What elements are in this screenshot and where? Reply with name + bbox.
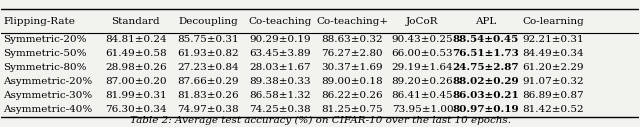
- Text: Symmetric-80%: Symmetric-80%: [3, 63, 87, 72]
- Text: 81.83±0.26: 81.83±0.26: [177, 91, 239, 100]
- Text: 85.75±0.31: 85.75±0.31: [177, 35, 239, 44]
- Text: Decoupling: Decoupling: [178, 17, 238, 26]
- Text: 84.49±0.34: 84.49±0.34: [523, 49, 584, 58]
- Text: Co-teaching+: Co-teaching+: [316, 17, 388, 26]
- Text: 61.20±2.29: 61.20±2.29: [523, 63, 584, 72]
- Text: Asymmetric-20%: Asymmetric-20%: [3, 77, 93, 86]
- Text: 86.22±0.26: 86.22±0.26: [321, 91, 383, 100]
- Text: 88.02±0.29: 88.02±0.29: [452, 77, 518, 86]
- Text: 74.25±0.38: 74.25±0.38: [249, 105, 311, 114]
- Text: 88.63±0.32: 88.63±0.32: [321, 35, 383, 44]
- Text: 90.29±0.19: 90.29±0.19: [249, 35, 311, 44]
- Text: 28.03±1.67: 28.03±1.67: [249, 63, 311, 72]
- Text: 76.30±0.34: 76.30±0.34: [105, 105, 166, 114]
- Text: 91.07±0.32: 91.07±0.32: [523, 77, 584, 86]
- Text: 76.27±2.80: 76.27±2.80: [321, 49, 383, 58]
- Text: Asymmetric-40%: Asymmetric-40%: [3, 105, 93, 114]
- Text: Standard: Standard: [111, 17, 160, 26]
- Text: Symmetric-50%: Symmetric-50%: [3, 49, 87, 58]
- Text: 80.97±0.19: 80.97±0.19: [452, 105, 518, 114]
- Text: 87.66±0.29: 87.66±0.29: [177, 77, 239, 86]
- Text: 87.00±0.20: 87.00±0.20: [105, 77, 166, 86]
- Text: 88.54±0.45: 88.54±0.45: [452, 35, 518, 44]
- Text: 86.03±0.21: 86.03±0.21: [452, 91, 519, 100]
- Text: 81.99±0.31: 81.99±0.31: [105, 91, 166, 100]
- Text: 84.81±0.24: 84.81±0.24: [105, 35, 166, 44]
- Text: 86.41±0.45: 86.41±0.45: [392, 91, 453, 100]
- Text: 86.89±0.87: 86.89±0.87: [523, 91, 584, 100]
- Text: 89.20±0.26: 89.20±0.26: [392, 77, 453, 86]
- Text: Table 2: Average test accuracy (%) on CIFAR-10 over the last 10 epochs.: Table 2: Average test accuracy (%) on CI…: [129, 116, 511, 125]
- Text: 92.21±0.31: 92.21±0.31: [523, 35, 584, 44]
- Text: Asymmetric-30%: Asymmetric-30%: [3, 91, 93, 100]
- Text: 61.49±0.58: 61.49±0.58: [105, 49, 166, 58]
- Text: 28.98±0.26: 28.98±0.26: [105, 63, 166, 72]
- Text: 73.95±1.00: 73.95±1.00: [392, 105, 453, 114]
- Text: 63.45±3.89: 63.45±3.89: [249, 49, 311, 58]
- Text: APL: APL: [475, 17, 496, 26]
- Text: 90.43±0.25: 90.43±0.25: [392, 35, 453, 44]
- Text: 27.23±0.84: 27.23±0.84: [177, 63, 239, 72]
- Text: 66.00±0.53: 66.00±0.53: [392, 49, 453, 58]
- Text: JoCoR: JoCoR: [406, 17, 439, 26]
- Text: 74.97±0.38: 74.97±0.38: [177, 105, 239, 114]
- Text: Co-teaching: Co-teaching: [248, 17, 312, 26]
- Text: 81.42±0.52: 81.42±0.52: [523, 105, 584, 114]
- Text: Symmetric-20%: Symmetric-20%: [3, 35, 87, 44]
- Text: 76.51±1.73: 76.51±1.73: [452, 49, 519, 58]
- Text: 24.75±2.87: 24.75±2.87: [452, 63, 518, 72]
- Text: 29.19±1.64: 29.19±1.64: [392, 63, 453, 72]
- Text: 86.58±1.32: 86.58±1.32: [249, 91, 311, 100]
- Text: Flipping-Rate: Flipping-Rate: [3, 17, 75, 26]
- Text: 89.38±0.33: 89.38±0.33: [249, 77, 311, 86]
- Text: Co-learning: Co-learning: [522, 17, 584, 26]
- Text: 89.00±0.18: 89.00±0.18: [321, 77, 383, 86]
- Text: 30.37±1.69: 30.37±1.69: [321, 63, 383, 72]
- Text: 61.93±0.82: 61.93±0.82: [177, 49, 239, 58]
- Text: 81.25±0.75: 81.25±0.75: [321, 105, 383, 114]
